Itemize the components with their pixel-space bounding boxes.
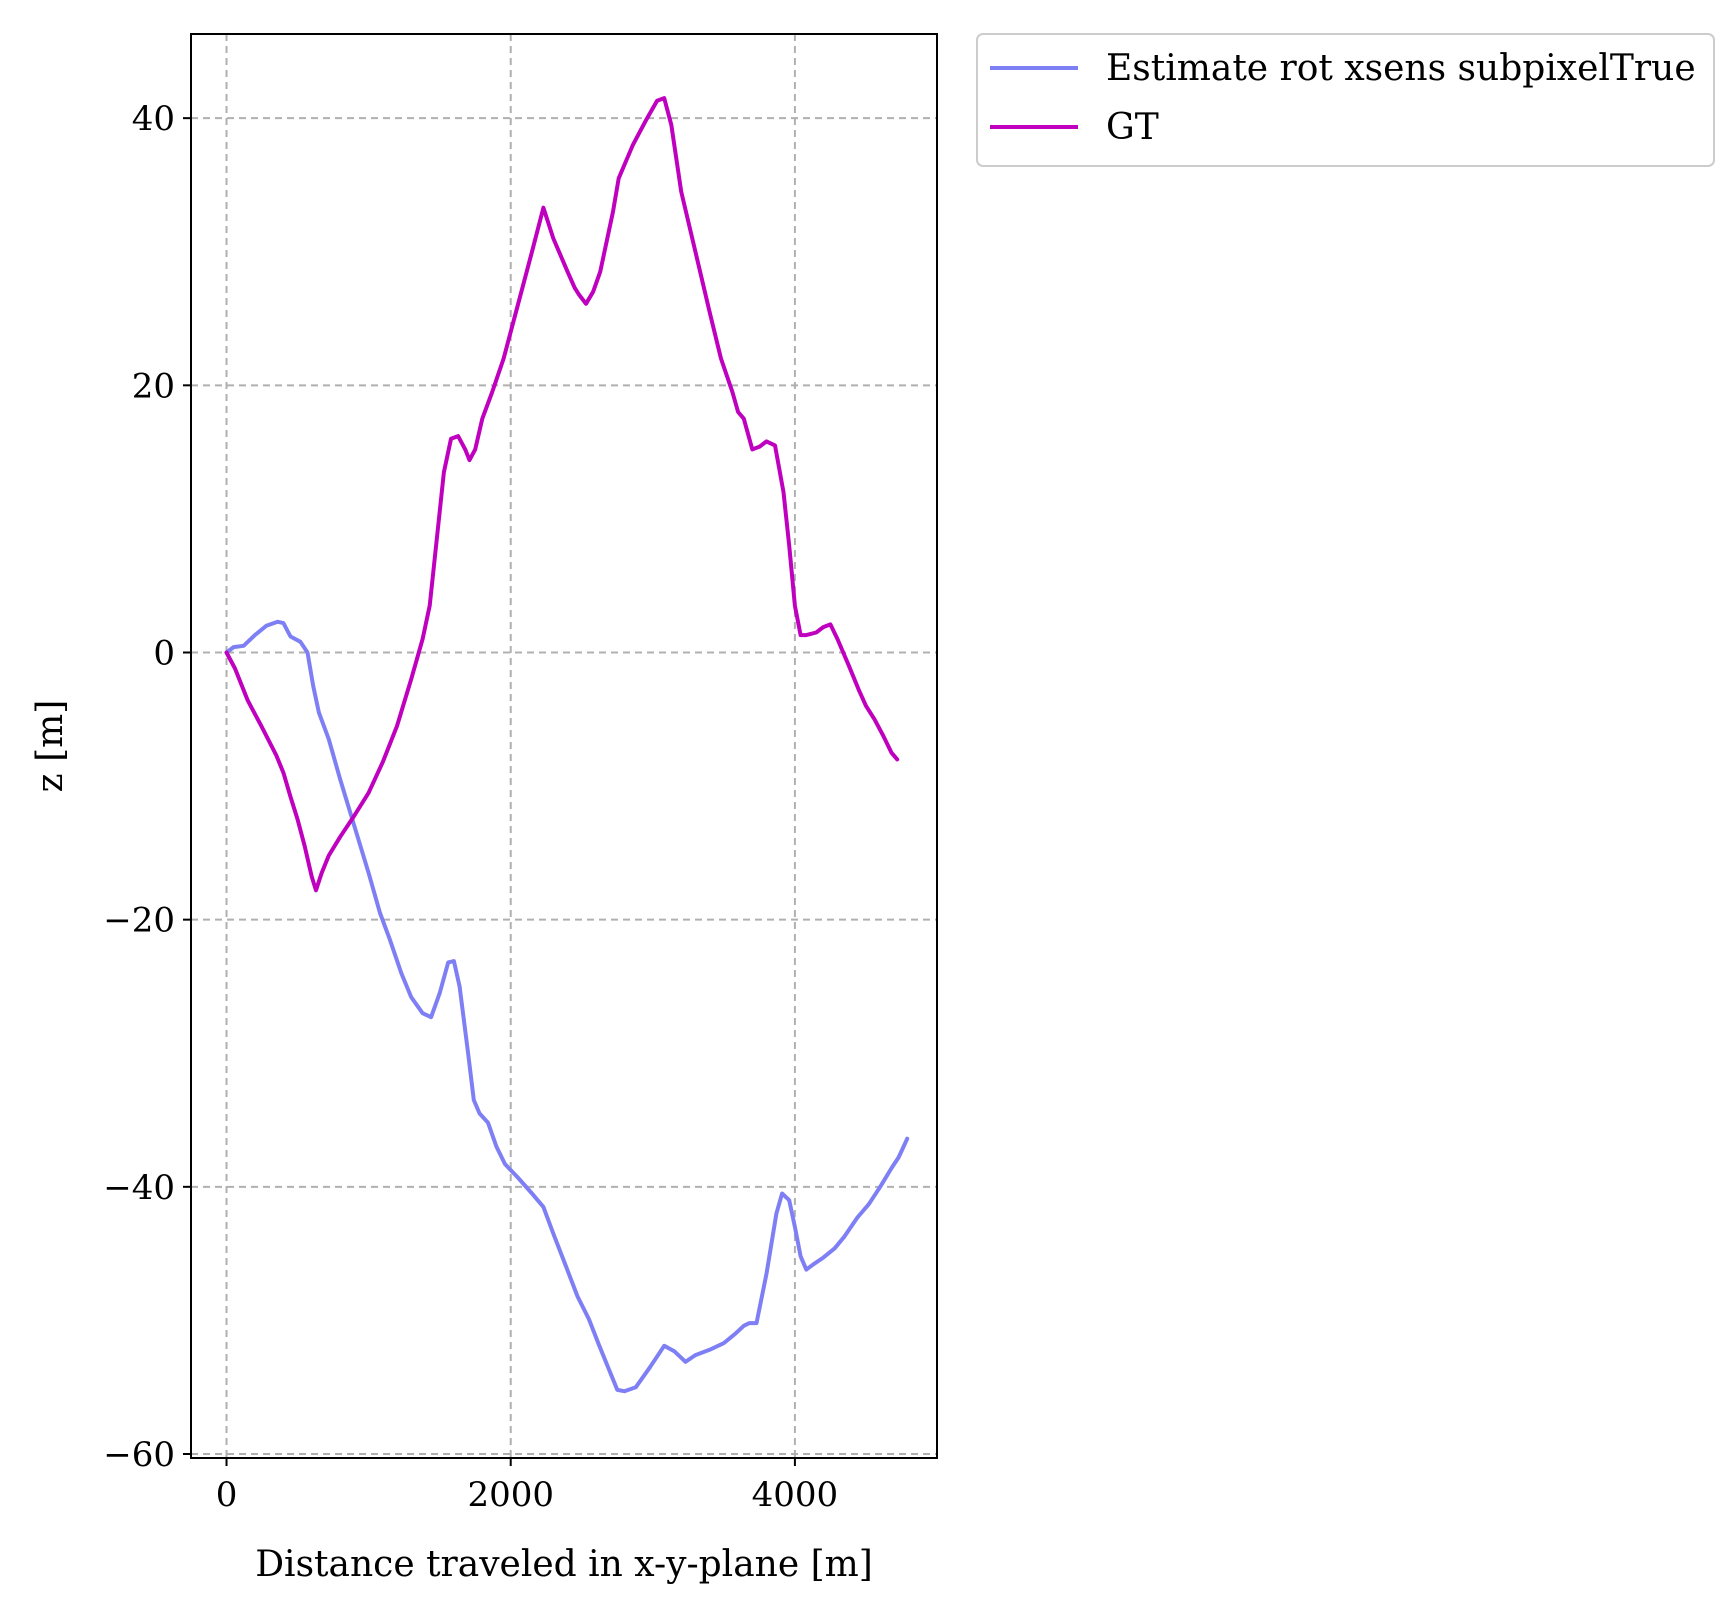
- plot-frame: [190, 33, 938, 1459]
- x-tick-label: 0: [216, 1475, 238, 1515]
- y-tick-label: −60: [103, 1435, 175, 1475]
- axis-ticks: 0 2000 4000 −60 −40 −20 0 20 40: [103, 99, 838, 1515]
- legend: Estimate rot xsens subpixelTrue GT: [976, 33, 1715, 167]
- y-tick-label: −20: [103, 901, 175, 941]
- y-tick-label: 40: [132, 99, 175, 139]
- x-axis-label: Distance traveled in x-y-plane [m]: [255, 1544, 873, 1585]
- grid: [191, 34, 937, 1458]
- legend-frame: [976, 33, 1715, 167]
- legend-label-gt: GT: [1106, 107, 1159, 148]
- y-tick-label: 20: [132, 366, 175, 406]
- y-axis-label: z [m]: [30, 700, 71, 793]
- y-tick-label: 0: [153, 633, 175, 673]
- series-line-estimate: [224, 619, 910, 1394]
- x-tick-label: 4000: [752, 1475, 839, 1515]
- series-line-gt: [224, 96, 900, 893]
- x-tick-label: 2000: [467, 1475, 554, 1515]
- series-lines: [224, 96, 910, 1394]
- y-tick-label: −40: [103, 1168, 175, 1208]
- legend-label-estimate: Estimate rot xsens subpixelTrue: [1106, 48, 1696, 89]
